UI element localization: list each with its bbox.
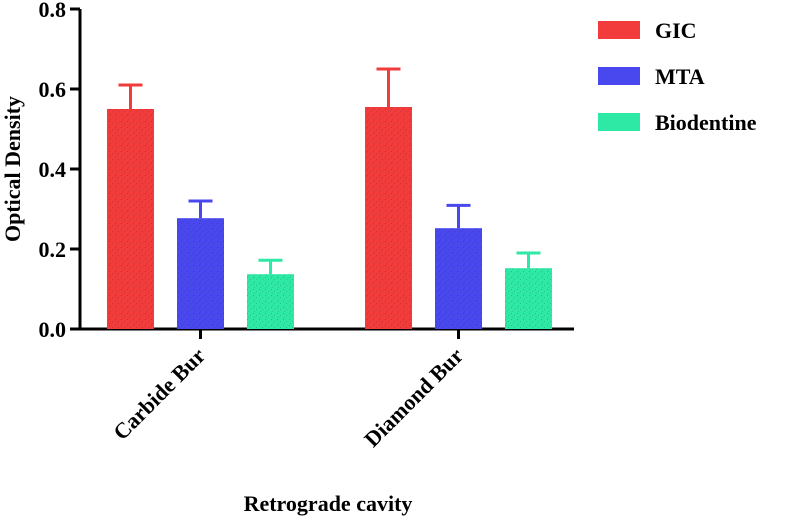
bar-texture xyxy=(107,109,154,329)
bar-texture xyxy=(505,268,552,329)
legend-swatch-biodentine xyxy=(598,113,640,131)
y-tick-label: 0.4 xyxy=(39,157,67,182)
legend-label-gic: GIC xyxy=(655,18,697,43)
x-axis-title: Retrograde cavity xyxy=(244,491,413,516)
bars xyxy=(107,107,552,329)
x-category-label: Carbide Bur xyxy=(108,343,210,445)
bar-texture xyxy=(365,107,412,329)
legend-swatch-gic xyxy=(598,21,640,39)
legend-label-biodentine: Biodentine xyxy=(655,110,757,135)
category-labels: Carbide Bur Diamond Bur xyxy=(108,329,468,452)
legend: GIC MTA Biodentine xyxy=(598,18,757,135)
y-tick-label: 0.6 xyxy=(39,77,67,102)
legend-swatch-mta xyxy=(598,67,640,85)
bar-texture xyxy=(247,274,294,329)
bar-texture xyxy=(435,228,482,329)
y-tick-label: 0.8 xyxy=(39,0,67,22)
legend-label-mta: MTA xyxy=(655,64,705,89)
bar-texture xyxy=(177,218,224,329)
x-category-label: Diamond Bur xyxy=(359,343,468,452)
y-tick-label: 0.0 xyxy=(39,317,67,342)
y-tick-label: 0.2 xyxy=(39,237,67,262)
error-bars xyxy=(118,67,541,275)
y-axis-title: Optical Density xyxy=(0,96,25,242)
axes: 0.0 0.2 0.4 0.6 0.8 xyxy=(39,0,574,342)
y-ticks: 0.0 0.2 0.4 0.6 0.8 xyxy=(39,0,80,342)
